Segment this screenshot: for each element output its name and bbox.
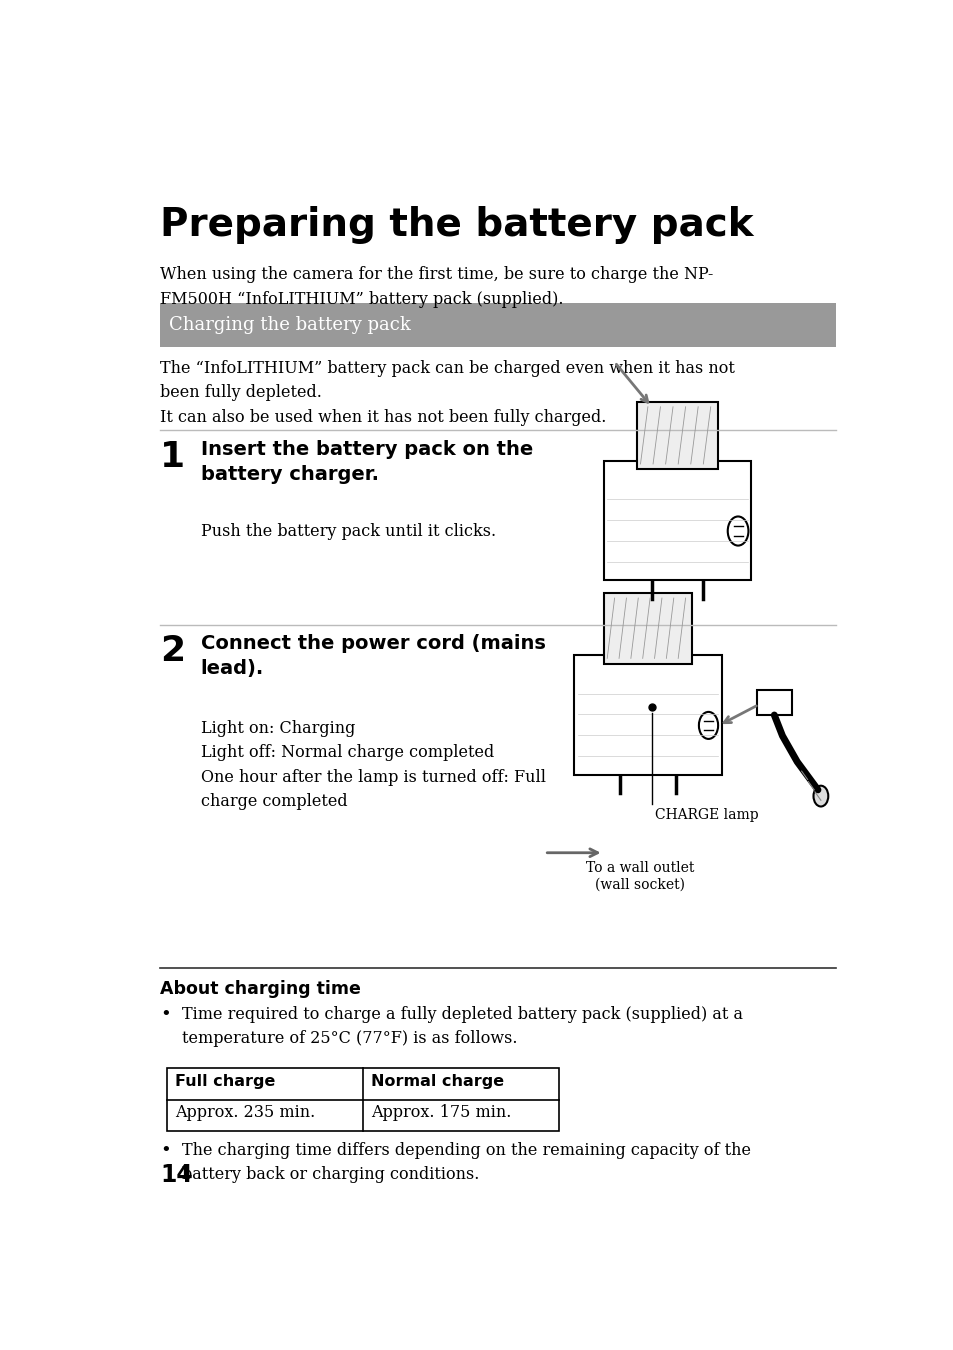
Text: Insert the battery pack on the
battery charger.: Insert the battery pack on the battery c… [200, 440, 533, 483]
Text: 2: 2 [160, 634, 185, 668]
Text: When using the camera for the first time, be sure to charge the NP-
FM500H “Info: When using the camera for the first time… [160, 266, 713, 308]
Bar [167, 1068, 558, 1131]
Text: The charging time differs depending on the remaining capacity of the
battery bac: The charging time differs depending on t… [182, 1142, 750, 1184]
Text: Charging the battery pack: Charging the battery pack [169, 316, 410, 335]
Text: About charging time: About charging time [160, 980, 360, 998]
Bar [756, 690, 791, 716]
Text: Time required to charge a fully depleted battery pack (supplied) at a
temperatur: Time required to charge a fully depleted… [182, 1006, 742, 1048]
Text: •: • [160, 1142, 171, 1160]
Text: Light on: Charging
Light off: Normal charge completed
One hour after the lamp is: Light on: Charging Light off: Normal cha… [200, 720, 545, 810]
Bar [574, 655, 721, 775]
Bar [637, 401, 718, 470]
Text: To a wall outlet
(wall socket): To a wall outlet (wall socket) [586, 861, 694, 891]
Bar [603, 593, 692, 664]
Text: Push the battery pack until it clicks.: Push the battery pack until it clicks. [200, 522, 496, 540]
Text: 14: 14 [160, 1162, 193, 1187]
Text: Normal charge: Normal charge [370, 1073, 503, 1088]
Text: The “InfoLITHIUM” battery pack can be charged even when it has not
been fully de: The “InfoLITHIUM” battery pack can be ch… [160, 359, 734, 427]
Text: Full charge: Full charge [174, 1073, 274, 1088]
Bar [603, 460, 751, 580]
Circle shape [813, 786, 827, 806]
Text: Connect the power cord (mains
lead).: Connect the power cord (mains lead). [200, 634, 545, 678]
Text: Approx. 235 min.: Approx. 235 min. [174, 1104, 314, 1120]
Text: Approx. 175 min.: Approx. 175 min. [370, 1104, 511, 1120]
Bar [160, 304, 836, 347]
Text: 1: 1 [160, 440, 185, 474]
Text: •: • [160, 1006, 171, 1025]
Text: Preparing the battery pack: Preparing the battery pack [160, 205, 753, 243]
Text: CHARGE lamp: CHARGE lamp [655, 809, 758, 822]
